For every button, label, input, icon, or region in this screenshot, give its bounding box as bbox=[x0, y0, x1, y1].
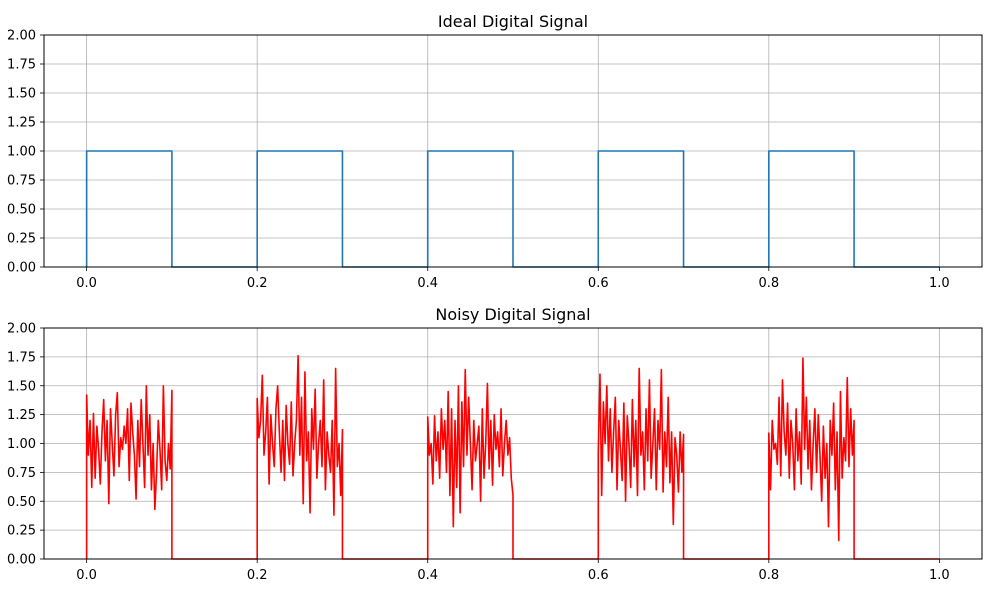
x-tick-label: 0.2 bbox=[247, 568, 268, 583]
y-tick-label: 1.00 bbox=[7, 437, 36, 452]
x-tick-label: 0.0 bbox=[76, 568, 97, 583]
y-tick-label: 1.50 bbox=[7, 379, 36, 394]
y-tick-label: 0.25 bbox=[7, 232, 36, 247]
y-tick-label: 0.75 bbox=[7, 174, 36, 189]
x-tick-label: 0.4 bbox=[417, 568, 438, 583]
y-tick-label: 0.00 bbox=[7, 553, 36, 568]
x-axis: 0.0 0.2 0.4 0.6 0.8 1.0 bbox=[76, 267, 950, 291]
chart-title: Noisy Digital Signal bbox=[435, 305, 590, 324]
noisy-signal-chart: Noisy Digital Signal 0.0 0.2 0.4 0.6 0.8 1.0 … bbox=[7, 305, 983, 583]
x-tick-label: 1.0 bbox=[929, 276, 950, 291]
x-tick-label: 0.4 bbox=[417, 276, 438, 291]
y-tick-label: 1.75 bbox=[7, 58, 36, 73]
x-tick-label: 0.0 bbox=[76, 276, 97, 291]
y-axis: 0.00 0.25 0.50 0.75 1.00 1.25 1.50 1.75 2.00 bbox=[7, 322, 44, 568]
x-axis: 0.0 0.2 0.4 0.6 0.8 1.0 bbox=[76, 559, 950, 583]
y-tick-label: 1.25 bbox=[7, 116, 36, 131]
y-tick-label: 1.50 bbox=[7, 87, 36, 102]
y-tick-label: 1.25 bbox=[7, 408, 36, 423]
y-tick-label: 0.00 bbox=[7, 261, 36, 276]
y-tick-label: 0.75 bbox=[7, 466, 36, 481]
y-tick-label: 0.25 bbox=[7, 524, 36, 539]
series-line bbox=[85, 354, 940, 560]
ideal-signal-chart: Ideal Digital Signal 0.0 0.2 0.4 0.6 0.8 1.0 … bbox=[7, 12, 983, 291]
series-area bbox=[85, 354, 940, 560]
y-axis: 0.00 0.25 0.50 0.75 1.00 1.25 1.50 1.75 2.00 bbox=[7, 29, 44, 276]
x-tick-label: 0.2 bbox=[247, 276, 268, 291]
y-tick-label: 0.50 bbox=[7, 203, 36, 218]
x-tick-label: 0.8 bbox=[758, 568, 779, 583]
y-tick-label: 2.00 bbox=[7, 29, 36, 44]
x-tick-label: 0.6 bbox=[588, 568, 609, 583]
x-tick-label: 0.6 bbox=[588, 276, 609, 291]
chart-title: Ideal Digital Signal bbox=[438, 12, 588, 31]
y-tick-label: 1.00 bbox=[7, 145, 36, 160]
y-tick-label: 1.75 bbox=[7, 350, 36, 365]
y-tick-label: 0.50 bbox=[7, 495, 36, 510]
x-tick-label: 1.0 bbox=[929, 568, 950, 583]
x-tick-label: 0.8 bbox=[758, 276, 779, 291]
y-tick-label: 2.00 bbox=[7, 322, 36, 337]
